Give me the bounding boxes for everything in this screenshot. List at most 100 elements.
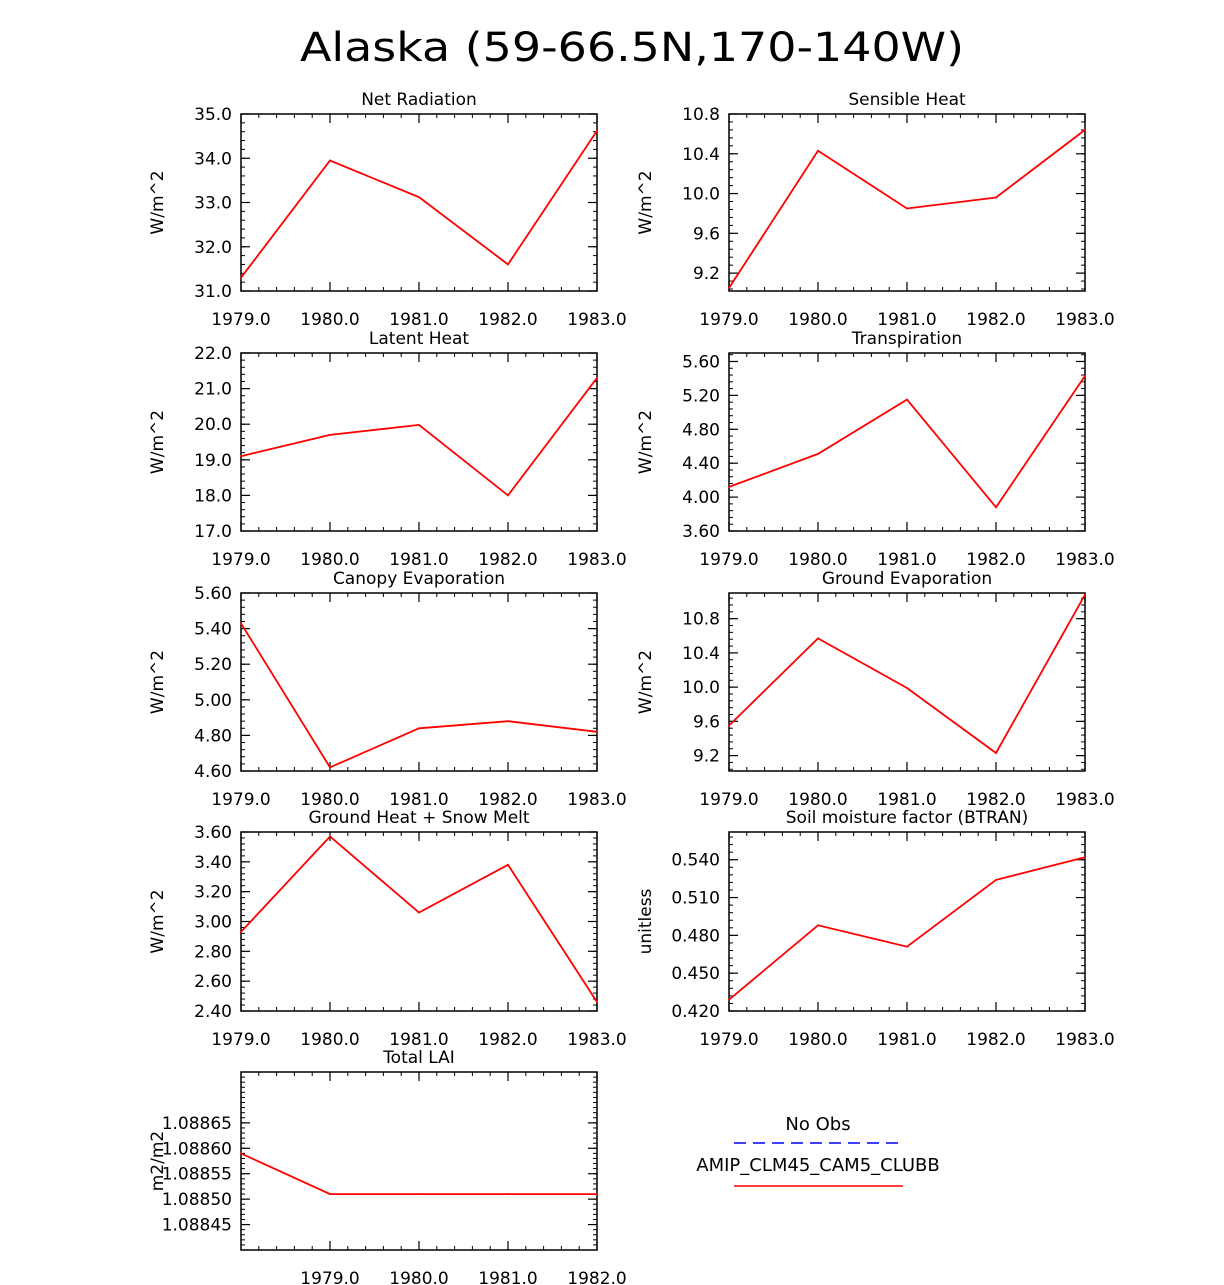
panel-title: Soil moisture factor (BTRAN) [786, 808, 1029, 828]
data-point [817, 452, 819, 455]
data-point [329, 766, 331, 769]
x-tick-label: 1983.0 [567, 550, 626, 570]
y-tick-label: 4.40 [682, 454, 720, 474]
data-point [507, 720, 509, 723]
data-point [817, 924, 819, 927]
panel-9: Total LAI m2/m2 1979.0 1980.0 1981.0 1982.0 1.… [148, 1048, 627, 1285]
legend-obs-label: No Obs [785, 1114, 850, 1135]
data-point [906, 398, 908, 401]
x-tick-label: 1983.0 [1055, 550, 1114, 570]
data-point [418, 424, 420, 426]
data-point [995, 879, 997, 881]
plot-frame [728, 592, 1086, 772]
data-point [418, 196, 420, 199]
data-point [240, 455, 242, 458]
y-axis-label: W/m^2 [636, 650, 656, 714]
y-axis-label: W/m^2 [148, 170, 168, 234]
data-point [329, 1193, 331, 1195]
data-point [995, 752, 997, 754]
x-tick-label: 1983.0 [1055, 1030, 1114, 1050]
x-tick-label: 1979.0 [699, 790, 758, 810]
y-tick-label: 33.0 [194, 194, 232, 214]
panel-3: Latent Heat W/m^2 1979.0 1980.0 1981.0 1982.0… [148, 329, 627, 570]
data-point [240, 276, 242, 279]
x-tick-label: 1981.0 [877, 310, 936, 330]
x-tick-label: 1982.0 [966, 550, 1025, 570]
x-tick-label: 1981.0 [389, 310, 448, 330]
y-axis-label: W/m^2 [636, 410, 656, 474]
x-tick-label: 1981.0 [389, 550, 448, 570]
data-point [596, 1001, 598, 1003]
data-point [418, 727, 420, 730]
data-point [329, 433, 331, 436]
data-point [906, 207, 908, 210]
data-point [995, 506, 997, 509]
plot-frame [728, 352, 1086, 532]
y-tick-label: 9.6 [693, 712, 720, 732]
data-point [596, 1193, 598, 1195]
x-tick-label: 1979.0 [699, 550, 758, 570]
panel-2: Sensible Heat W/m^2 1979.0 1980.0 1981.0 1982… [636, 90, 1115, 330]
y-tick-label: 17.0 [194, 522, 232, 542]
plot-frame [240, 592, 598, 772]
y-tick-label: 3.20 [194, 883, 232, 903]
y-tick-label: 10.8 [682, 610, 720, 630]
y-tick-label: 5.20 [682, 386, 720, 406]
x-tick-label: 1980.0 [300, 550, 359, 570]
series-line-model [240, 835, 598, 1003]
data-point [596, 129, 598, 132]
data-point [728, 724, 730, 727]
y-tick-label: 10.0 [682, 185, 720, 205]
y-tick-label: 5.20 [194, 655, 232, 675]
legend: No Obs AMIP_CLM45_CAM5_CLUBB [696, 1114, 940, 1187]
x-tick-label: 1979.0 [211, 310, 270, 330]
plot-frame [728, 831, 1086, 1012]
data-point [507, 863, 509, 866]
y-axis-label: m2/m2 [148, 1131, 168, 1191]
data-point [1084, 129, 1086, 131]
x-tick-label: 1979.0 [699, 1030, 758, 1050]
x-tick-label: 1982.0 [478, 550, 537, 570]
y-tick-label: 4.80 [682, 420, 720, 440]
plot-frame [240, 352, 598, 532]
x-tick-label: 1979.0 [699, 310, 758, 330]
data-point [596, 377, 598, 379]
y-tick-label: 3.60 [194, 823, 232, 843]
data-point [1084, 856, 1086, 859]
panel-title: Total LAI [382, 1048, 455, 1068]
x-tick-label: 1983.0 [1055, 790, 1114, 810]
y-tick-label: 0.540 [671, 851, 720, 871]
y-tick-label: 9.6 [693, 224, 720, 244]
series-line-model [240, 377, 598, 497]
y-tick-label: 31.0 [194, 282, 232, 302]
x-tick-label: 1982.0 [478, 790, 537, 810]
y-tick-label: 4.60 [194, 762, 232, 782]
y-tick-label: 10.8 [682, 105, 720, 125]
y-tick-label: 1.08850 [162, 1190, 232, 1210]
data-point [906, 945, 908, 948]
x-tick-label: 1980.0 [788, 310, 847, 330]
data-point [507, 263, 509, 266]
x-tick-label: 1981.0 [478, 1269, 537, 1285]
x-tick-label: 1982.0 [478, 1030, 537, 1050]
y-tick-label: 1.08865 [162, 1114, 232, 1134]
plot-frame [240, 831, 598, 1012]
y-tick-label: 2.80 [194, 942, 232, 962]
panel-title: Net Radiation [361, 90, 477, 110]
data-point [507, 1193, 509, 1195]
panel-title: Canopy Evaporation [333, 569, 505, 589]
data-point [240, 622, 242, 625]
x-tick-label: 1980.0 [788, 1030, 847, 1050]
panels-group: Net Radiation W/m^2 1979.0 1980.0 1981.0 1982… [148, 90, 1115, 1285]
y-tick-label: 21.0 [194, 380, 232, 400]
y-tick-label: 4.00 [682, 488, 720, 508]
x-tick-label: 1980.0 [788, 790, 847, 810]
data-point [329, 835, 331, 838]
x-tick-label: 1981.0 [389, 790, 448, 810]
data-point [906, 687, 908, 689]
y-tick-label: 0.420 [671, 1002, 720, 1022]
y-tick-label: 10.4 [682, 145, 720, 165]
data-point [1084, 374, 1086, 377]
plot-frame [240, 113, 598, 292]
data-point [596, 730, 598, 733]
